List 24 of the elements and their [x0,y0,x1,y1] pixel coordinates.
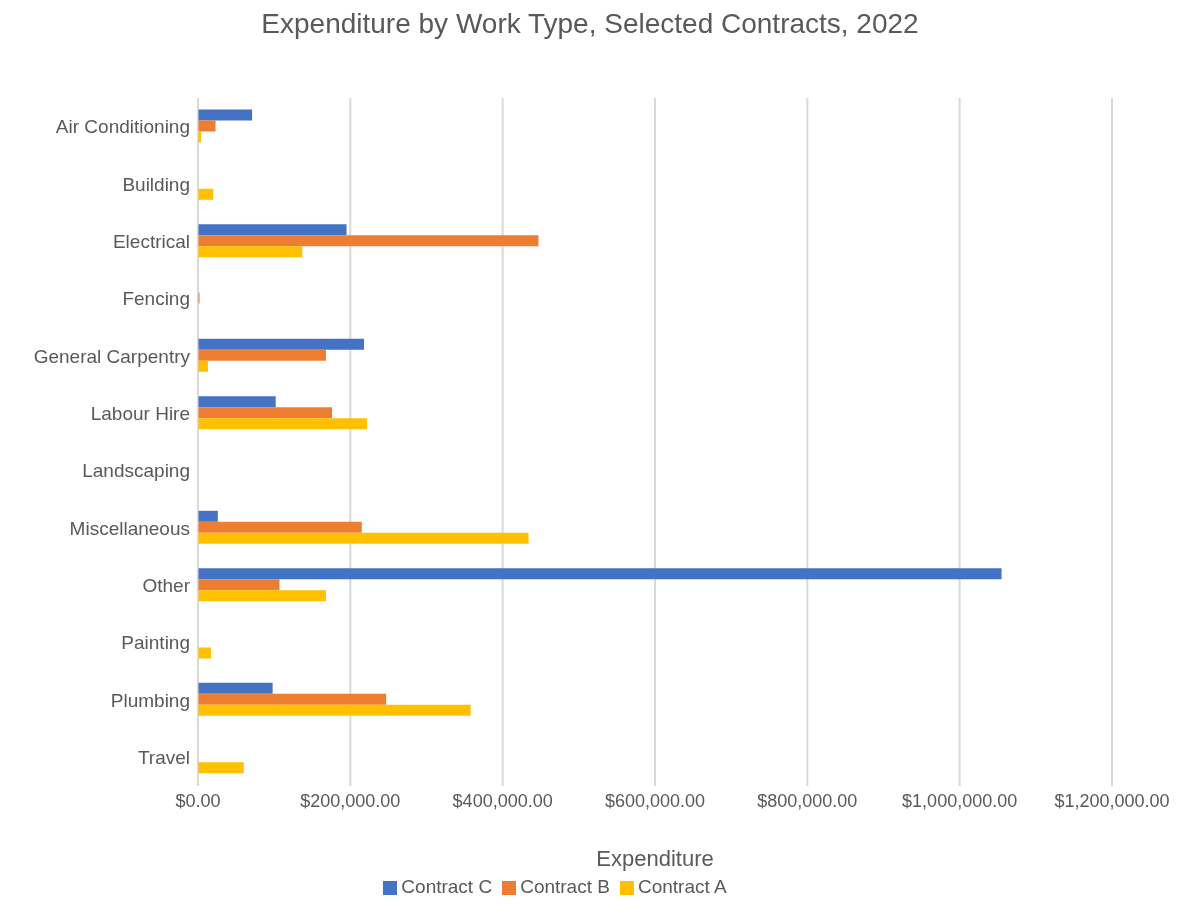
y-tick-label: Plumbing [110,689,190,711]
y-tick-label: Miscellaneous [69,517,190,539]
x-tick-label: $400,000.00 [452,790,553,811]
y-tick-label: Landscaping [82,460,190,482]
y-tick-label: Fencing [122,288,190,310]
chart-title: Expenditure by Work Type, Selected Contracts, 2022 [260,8,920,41]
legend-label: Contract A [637,876,727,897]
x-tick-label: $1,200,000.00 [1054,790,1170,811]
y-tick-label: Air Conditioning [55,116,190,138]
legend-label: Contract B [520,876,610,897]
legend-label: Contract C [401,876,493,897]
x-tick-label: $200,000.00 [300,790,401,811]
y-tick-label: Building [122,173,190,195]
y-tick-label: Travel [137,747,190,769]
y-tick-label: General Carpentry [33,345,191,367]
y-tick-label: Electrical [112,231,190,253]
x-tick-label: $800,000.00 [757,790,858,811]
x-tick-label: $0.00 [175,790,221,811]
x-axis-title: Expenditure [596,846,714,871]
x-tick-label: $1,000,000.00 [902,790,1018,811]
y-tick-label: Labour Hire [90,403,190,425]
y-tick-label: Painting [121,632,190,654]
y-tick-label: Other [142,575,191,597]
x-tick-label: $600,000.00 [604,790,706,811]
